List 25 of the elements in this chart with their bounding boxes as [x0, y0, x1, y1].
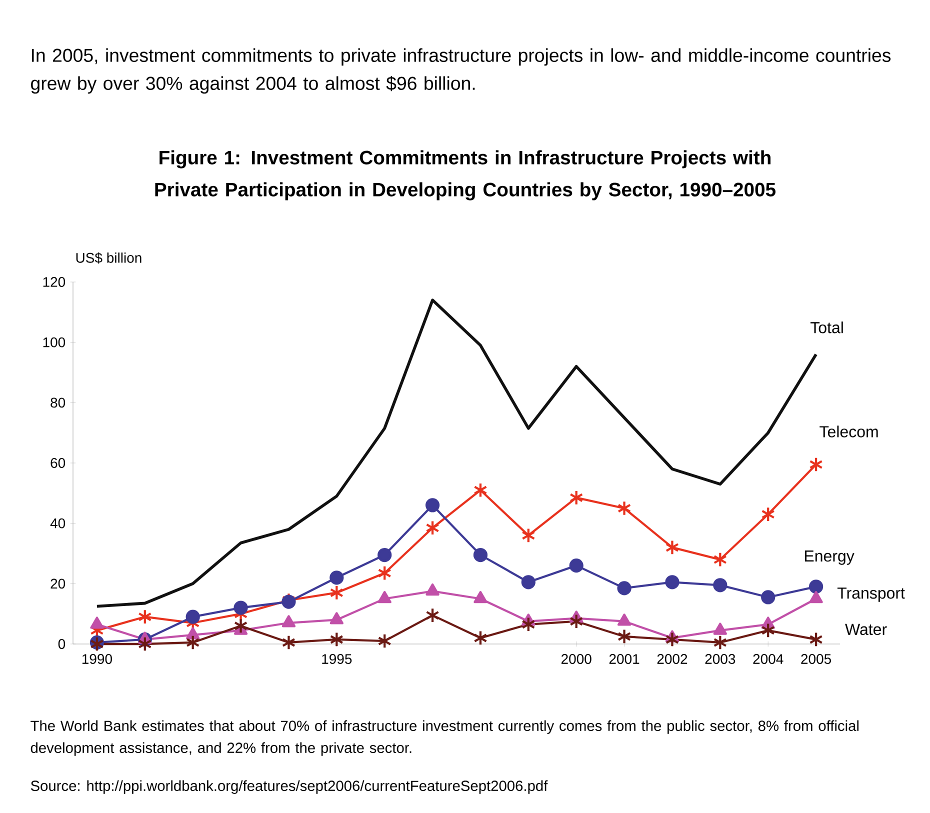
source-note: Source: http://ppi.worldbank.org/features/sept2006/currentFeatureSept2006.pdf [30, 780, 548, 794]
y-tick-label: 20 [50, 578, 66, 589]
y-tick-label: 0 [58, 639, 66, 649]
series-label: Water [845, 624, 887, 636]
x-tick-label: 1990 [82, 654, 112, 664]
y-tick-label: 40 [50, 518, 66, 528]
x-tick-label: 2001 [609, 654, 640, 664]
series-label: Total [810, 322, 843, 334]
y-axis-title: US$ billion [76, 252, 142, 264]
chart-title: Figure 1: Investment Commitments in Infrastructure Projects with Private Participation in Developing Countries by Sector, 1990–2005 [155, 150, 776, 200]
text: In 2005, investment commitments to private infrastructure projects in low- and middle-income countries grew by over 30% against 2004 to almost $96 billion. [31, 48, 891, 94]
y-tick-label: 120 [43, 277, 66, 287]
text: The World Bank estimates that about 70% of infrastructure investment currently comes from the public sector, 8% from official development assistance, and 22% from the private sector. [30, 720, 859, 756]
y-tick-label: 100 [43, 337, 66, 348]
x-tick-label: 1995 [322, 654, 352, 664]
y-tick-label: 80 [50, 398, 66, 408]
x-tick-label: 2005 [801, 654, 832, 664]
series-label: Energy [805, 550, 854, 565]
x-tick-label: 2000 [561, 654, 592, 664]
x-tick-label: 2002 [657, 654, 688, 664]
x-tick-label: 2004 [753, 654, 784, 664]
y-tick-label: 60 [50, 458, 66, 468]
series-label: Telecom [820, 426, 878, 438]
series-label: Transport [837, 588, 905, 602]
x-tick-label: 2003 [705, 654, 736, 664]
